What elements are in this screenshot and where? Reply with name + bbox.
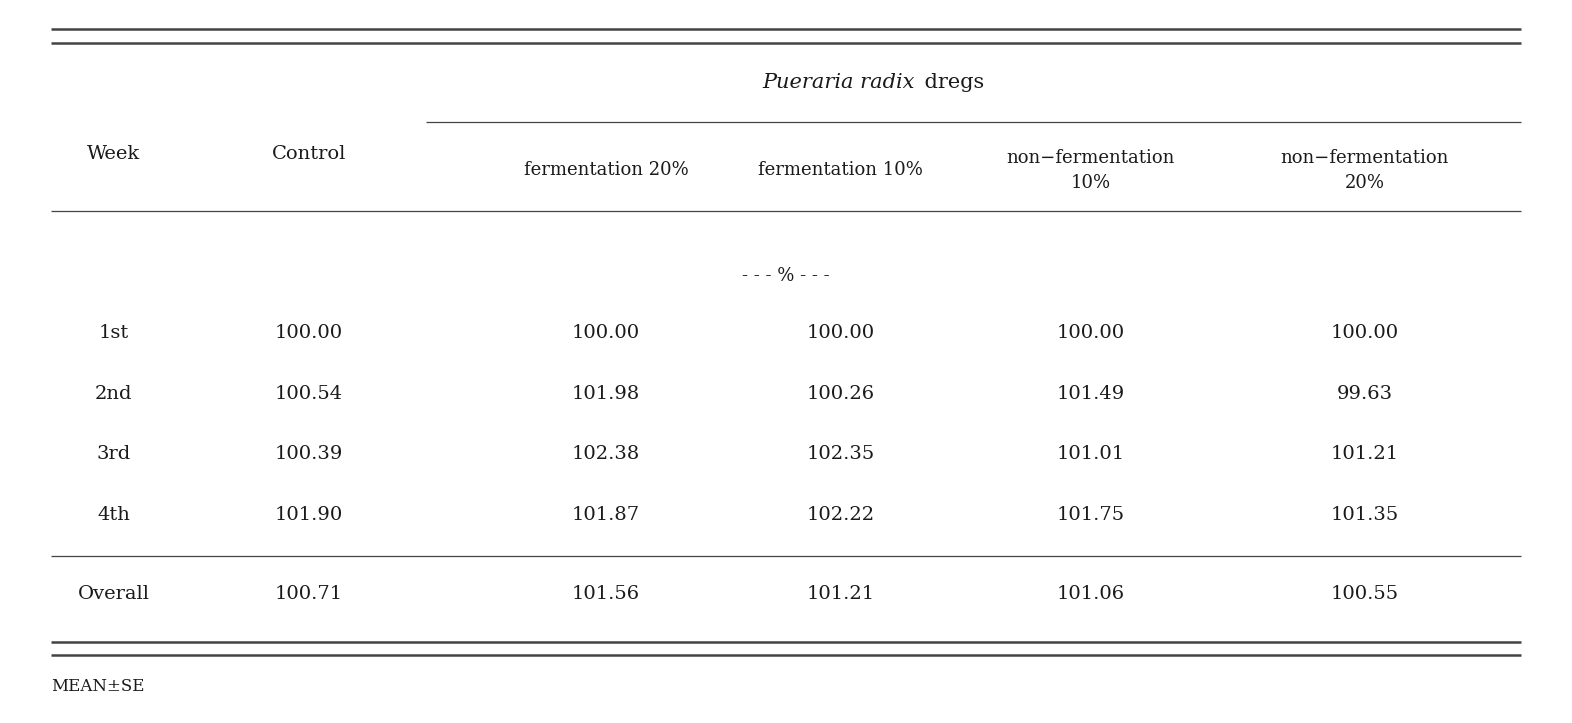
Text: dregs: dregs <box>918 73 984 93</box>
Text: 4th: 4th <box>97 506 130 524</box>
Text: 1st: 1st <box>99 324 129 342</box>
Text: non−fermentation
10%: non−fermentation 10% <box>1006 149 1176 192</box>
Text: 102.22: 102.22 <box>806 506 874 524</box>
Text: fermentation 20%: fermentation 20% <box>523 161 689 179</box>
Text: 100.00: 100.00 <box>275 324 343 342</box>
Text: 101.21: 101.21 <box>1330 445 1399 463</box>
Text: fermentation 10%: fermentation 10% <box>758 161 923 179</box>
Text: 101.35: 101.35 <box>1330 506 1399 524</box>
Text: 100.54: 100.54 <box>275 385 343 403</box>
Text: 99.63: 99.63 <box>1336 385 1393 403</box>
Text: 101.56: 101.56 <box>572 585 640 603</box>
Text: 101.90: 101.90 <box>275 506 343 524</box>
Text: 101.87: 101.87 <box>572 506 640 524</box>
Text: 102.35: 102.35 <box>806 445 876 463</box>
Text: Week: Week <box>86 145 140 163</box>
Text: 100.55: 100.55 <box>1330 585 1399 603</box>
Text: 101.01: 101.01 <box>1056 445 1126 463</box>
Text: 101.75: 101.75 <box>1056 506 1126 524</box>
Text: 101.49: 101.49 <box>1056 385 1126 403</box>
Text: 101.06: 101.06 <box>1056 585 1126 603</box>
Text: - - - % - - -: - - - % - - - <box>742 267 830 285</box>
Text: 101.98: 101.98 <box>572 385 640 403</box>
Text: Pueraria radix: Pueraria radix <box>762 73 915 93</box>
Text: non−fermentation
20%: non−fermentation 20% <box>1280 149 1449 192</box>
Text: 2nd: 2nd <box>94 385 132 403</box>
Text: 100.39: 100.39 <box>275 445 343 463</box>
Text: 100.00: 100.00 <box>572 324 640 342</box>
Text: 102.38: 102.38 <box>572 445 640 463</box>
Text: 101.21: 101.21 <box>806 585 874 603</box>
Text: 100.26: 100.26 <box>806 385 874 403</box>
Text: 100.00: 100.00 <box>1056 324 1126 342</box>
Text: 3rd: 3rd <box>96 445 130 463</box>
Text: 100.71: 100.71 <box>275 585 343 603</box>
Text: MEAN±SE: MEAN±SE <box>50 678 145 696</box>
Text: 100.00: 100.00 <box>1330 324 1399 342</box>
Text: 100.00: 100.00 <box>806 324 874 342</box>
Text: Control: Control <box>272 145 346 163</box>
Text: Overall: Overall <box>77 585 149 603</box>
